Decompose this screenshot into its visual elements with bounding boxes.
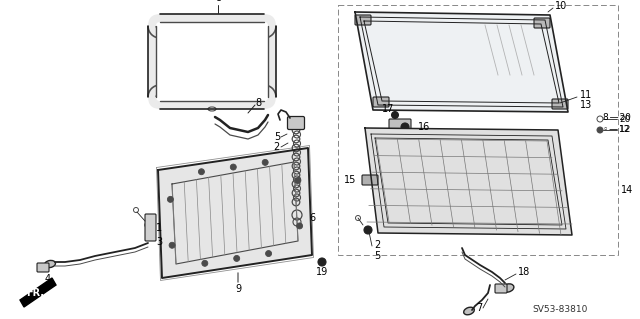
Text: 4: 4 bbox=[45, 274, 51, 284]
Polygon shape bbox=[20, 278, 56, 307]
Text: 5: 5 bbox=[374, 251, 380, 261]
Circle shape bbox=[145, 221, 153, 229]
Text: 14: 14 bbox=[621, 185, 633, 195]
Text: 12: 12 bbox=[619, 125, 630, 135]
FancyBboxPatch shape bbox=[373, 97, 389, 107]
Circle shape bbox=[169, 242, 175, 248]
FancyBboxPatch shape bbox=[389, 119, 411, 133]
FancyBboxPatch shape bbox=[37, 263, 49, 272]
Text: 5: 5 bbox=[274, 132, 280, 142]
Circle shape bbox=[168, 197, 173, 202]
Circle shape bbox=[230, 164, 236, 170]
Circle shape bbox=[262, 160, 268, 165]
Circle shape bbox=[364, 226, 372, 234]
Text: 20: 20 bbox=[619, 115, 630, 123]
Ellipse shape bbox=[45, 260, 56, 268]
Text: 9: 9 bbox=[235, 284, 241, 294]
FancyBboxPatch shape bbox=[534, 18, 550, 28]
Circle shape bbox=[234, 256, 240, 262]
FancyBboxPatch shape bbox=[287, 116, 305, 130]
Ellipse shape bbox=[502, 284, 514, 292]
Text: FR.: FR. bbox=[26, 288, 44, 298]
FancyBboxPatch shape bbox=[552, 99, 568, 109]
Ellipse shape bbox=[208, 107, 216, 111]
Text: 16: 16 bbox=[418, 122, 430, 132]
Circle shape bbox=[296, 223, 303, 229]
Circle shape bbox=[392, 112, 399, 118]
FancyBboxPatch shape bbox=[156, 22, 268, 101]
Text: 10: 10 bbox=[555, 1, 567, 11]
Text: 8 — 20: 8 — 20 bbox=[603, 114, 631, 122]
Ellipse shape bbox=[464, 307, 474, 315]
FancyBboxPatch shape bbox=[145, 214, 156, 241]
Polygon shape bbox=[355, 12, 568, 112]
Text: 15: 15 bbox=[344, 175, 356, 185]
Circle shape bbox=[401, 123, 409, 131]
Text: 19: 19 bbox=[316, 267, 328, 277]
Circle shape bbox=[295, 177, 301, 183]
Circle shape bbox=[597, 127, 603, 133]
Text: 6: 6 bbox=[309, 213, 315, 223]
Text: 18: 18 bbox=[518, 267, 531, 277]
Text: 1: 1 bbox=[156, 223, 162, 233]
Text: 8: 8 bbox=[255, 98, 261, 108]
FancyBboxPatch shape bbox=[355, 15, 371, 25]
Text: 3: 3 bbox=[156, 237, 162, 247]
Text: 8: 8 bbox=[215, 0, 221, 3]
Polygon shape bbox=[365, 128, 572, 235]
Circle shape bbox=[318, 258, 326, 266]
Circle shape bbox=[266, 250, 271, 256]
Text: 11: 11 bbox=[580, 90, 592, 100]
Text: 13: 13 bbox=[580, 100, 592, 110]
Polygon shape bbox=[158, 148, 312, 278]
Text: 7: 7 bbox=[476, 303, 482, 313]
FancyBboxPatch shape bbox=[362, 175, 378, 185]
FancyBboxPatch shape bbox=[495, 284, 507, 293]
Text: 2: 2 bbox=[274, 142, 280, 152]
FancyBboxPatch shape bbox=[148, 14, 276, 109]
Text: 2: 2 bbox=[374, 240, 380, 250]
Text: ◦ — 12: ◦ — 12 bbox=[603, 125, 630, 135]
Circle shape bbox=[202, 260, 208, 266]
Circle shape bbox=[198, 169, 204, 175]
Text: 17: 17 bbox=[382, 104, 394, 114]
Text: SV53-83810: SV53-83810 bbox=[532, 306, 588, 315]
